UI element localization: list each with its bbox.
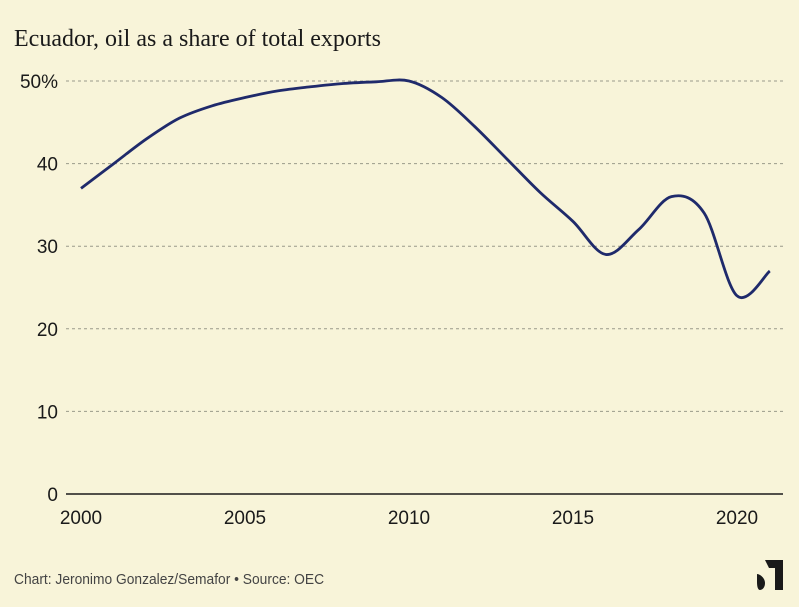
y-tick-label: 50% bbox=[20, 72, 58, 93]
x-tick-label: 2010 bbox=[388, 508, 430, 529]
y-tick-label: 30 bbox=[37, 237, 58, 258]
x-tick-label: 2015 bbox=[552, 508, 594, 529]
y-tick-label: 40 bbox=[37, 155, 58, 176]
x-tick-label: 2000 bbox=[60, 508, 102, 529]
chart-title: Ecuador, oil as a share of total exports bbox=[14, 26, 381, 52]
y-tick-label: 0 bbox=[47, 485, 58, 506]
series-line bbox=[80, 78, 771, 299]
x-tick-label: 2020 bbox=[716, 508, 758, 529]
y-tick-label: 20 bbox=[37, 320, 58, 341]
y-tick-label: 10 bbox=[37, 402, 58, 423]
semafor-logo-icon bbox=[757, 560, 783, 595]
x-tick-label: 2005 bbox=[224, 508, 266, 529]
source-note: Chart: Jeronimo Gonzalez/Semafor • Sourc… bbox=[14, 571, 325, 588]
